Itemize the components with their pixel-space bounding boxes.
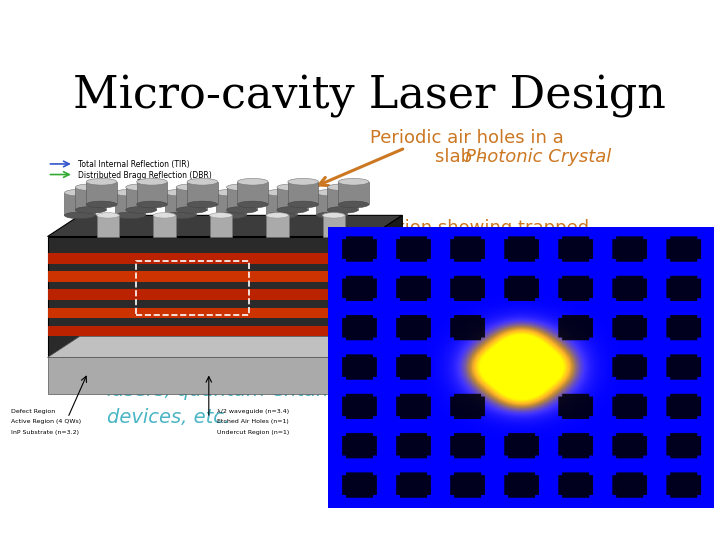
Ellipse shape [126, 184, 156, 191]
Text: Micro-cavity Laser Design: Micro-cavity Laser Design [73, 75, 665, 118]
Ellipse shape [187, 178, 217, 185]
Ellipse shape [115, 190, 145, 196]
Ellipse shape [323, 213, 345, 218]
Ellipse shape [216, 212, 246, 219]
Text: [7]: [7] [356, 260, 378, 275]
Bar [136, 261, 249, 315]
Ellipse shape [115, 212, 145, 219]
Bar [317, 193, 347, 215]
Bar [166, 193, 196, 215]
Ellipse shape [176, 184, 207, 191]
Polygon shape [48, 237, 370, 357]
Bar [48, 271, 370, 282]
Ellipse shape [288, 201, 318, 208]
Text: Defect Region: Defect Region [12, 409, 55, 414]
Polygon shape [48, 215, 402, 237]
Polygon shape [370, 215, 402, 357]
Bar [126, 187, 156, 210]
Ellipse shape [137, 201, 167, 208]
Ellipse shape [216, 190, 246, 196]
Ellipse shape [328, 184, 358, 191]
Ellipse shape [187, 201, 217, 208]
Text: Undercut Region (n=1): Undercut Region (n=1) [217, 430, 289, 435]
Ellipse shape [137, 178, 167, 185]
Bar [210, 215, 232, 237]
Bar [48, 253, 370, 264]
Bar [187, 182, 217, 205]
Text: Used for making ultra-compact
lasers, quantum-entanglement
devices, etc.: Used for making ultra-compact lasers, qu… [107, 354, 410, 427]
Ellipse shape [166, 212, 196, 219]
Bar [323, 215, 345, 237]
Ellipse shape [86, 201, 117, 208]
Ellipse shape [277, 207, 307, 213]
Ellipse shape [227, 207, 257, 213]
Text: Etched Air Holes (n=1): Etched Air Holes (n=1) [217, 420, 289, 424]
Ellipse shape [210, 213, 232, 218]
Ellipse shape [317, 190, 347, 196]
Bar [266, 193, 297, 215]
Ellipse shape [338, 178, 369, 185]
Bar [238, 182, 268, 205]
Ellipse shape [277, 184, 307, 191]
Bar [277, 187, 307, 210]
Ellipse shape [76, 184, 106, 191]
Ellipse shape [266, 213, 289, 218]
Ellipse shape [65, 212, 95, 219]
Polygon shape [48, 357, 370, 394]
Bar [216, 193, 246, 215]
Text: slab –: slab – [435, 148, 492, 166]
Ellipse shape [176, 207, 207, 213]
Bar [153, 215, 176, 237]
Ellipse shape [126, 207, 156, 213]
Text: electro-magnetic fields: electro-magnetic fields [359, 238, 567, 255]
Text: Photonic Crystal: Photonic Crystal [465, 148, 611, 166]
Ellipse shape [166, 190, 196, 196]
Bar [48, 289, 370, 300]
Ellipse shape [86, 178, 117, 185]
Ellipse shape [328, 207, 358, 213]
Ellipse shape [317, 212, 347, 219]
Bar [96, 215, 120, 237]
Bar [227, 187, 257, 210]
Ellipse shape [238, 178, 268, 185]
Bar [137, 182, 167, 205]
Bar [65, 193, 95, 215]
Ellipse shape [288, 178, 318, 185]
Ellipse shape [227, 184, 257, 191]
Bar [86, 182, 117, 205]
Bar [48, 326, 370, 336]
Ellipse shape [76, 207, 106, 213]
Bar [48, 308, 370, 318]
Ellipse shape [65, 190, 95, 196]
Bar [115, 193, 145, 215]
Text: Distributed Bragg Reflection (DBR): Distributed Bragg Reflection (DBR) [78, 171, 212, 180]
Bar [288, 182, 318, 205]
Text: λ/2 waveguide (n=3.4): λ/2 waveguide (n=3.4) [217, 409, 289, 414]
Bar [328, 187, 358, 210]
Text: Active Region (4 QWs): Active Region (4 QWs) [12, 420, 81, 424]
Ellipse shape [96, 213, 120, 218]
Bar [338, 182, 369, 205]
Ellipse shape [338, 201, 369, 208]
Bar [266, 215, 289, 237]
Ellipse shape [238, 201, 268, 208]
Polygon shape [48, 336, 402, 357]
Text: Periodic air holes in a: Periodic air holes in a [370, 129, 564, 147]
Ellipse shape [153, 213, 176, 218]
Text: Simulation showing trapped: Simulation showing trapped [336, 219, 589, 237]
Bar [76, 187, 106, 210]
Text: Total Internal Reflection (TIR): Total Internal Reflection (TIR) [78, 160, 189, 170]
Bar [176, 187, 207, 210]
Ellipse shape [266, 190, 297, 196]
Ellipse shape [266, 212, 297, 219]
Text: InP Substrate (n=3.2): InP Substrate (n=3.2) [12, 430, 79, 435]
